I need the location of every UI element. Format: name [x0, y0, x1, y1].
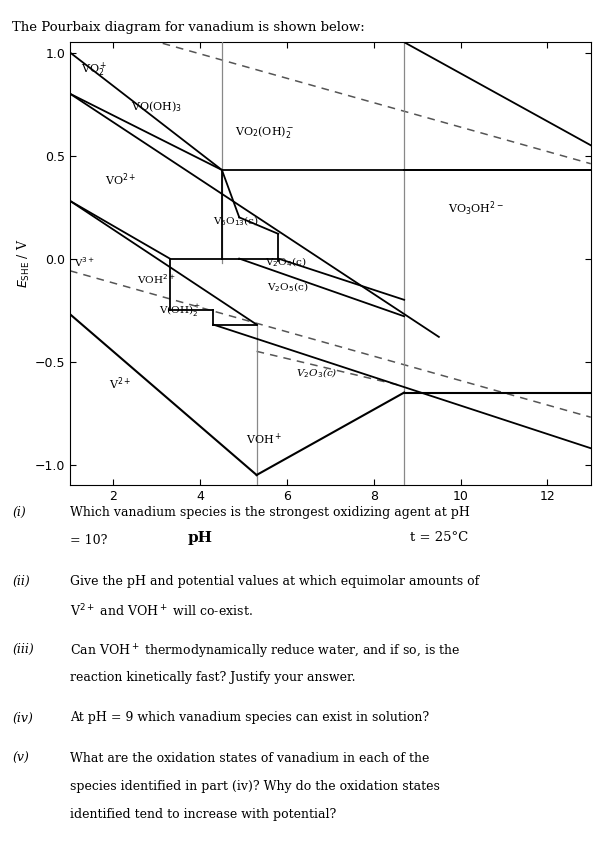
Text: identified tend to increase with potential?: identified tend to increase with potenti…: [70, 808, 336, 820]
Text: = 10?: = 10?: [70, 534, 107, 547]
Text: At pH = 9 which vanadium species can exist in solution?: At pH = 9 which vanadium species can exi…: [70, 711, 429, 724]
Text: V$^{2+}$: V$^{2+}$: [109, 376, 132, 392]
Text: pH: pH: [188, 531, 213, 544]
Text: (iv): (iv): [12, 711, 33, 724]
Text: V$_2$O$_5$(c): V$_2$O$_5$(c): [267, 281, 309, 295]
Y-axis label: $E_{\rm SHE}$ / V: $E_{\rm SHE}$ / V: [16, 239, 32, 289]
Text: VOH$^{2+}$: VOH$^{2+}$: [137, 273, 176, 286]
Text: reaction kinetically fast? Justify your answer.: reaction kinetically fast? Justify your …: [70, 671, 356, 684]
Text: VO$_2^+$: VO$_2^+$: [81, 61, 107, 79]
Text: V$^{2+}$ and VOH$^+$ will co-exist.: V$^{2+}$ and VOH$^+$ will co-exist.: [70, 603, 253, 619]
Text: (i): (i): [12, 506, 26, 519]
Text: Which vanadium species is the strongest oxidizing agent at pH: Which vanadium species is the strongest …: [70, 506, 470, 519]
Text: VOH$^+$: VOH$^+$: [246, 432, 282, 447]
Text: V$_6$O$_{13}$(c): V$_6$O$_{13}$(c): [213, 214, 259, 229]
Text: V(OH)$_2^+$: V(OH)$_2^+$: [159, 303, 201, 319]
Text: Can VOH$^+$ thermodynamically reduce water, and if so, is the: Can VOH$^+$ thermodynamically reduce wat…: [70, 643, 460, 662]
Text: t = 25°C: t = 25°C: [410, 531, 468, 544]
Text: V$_2$O$_3$(c): V$_2$O$_3$(c): [296, 366, 337, 380]
Text: (v): (v): [12, 752, 29, 765]
Text: V$_2$O$_4$(c): V$_2$O$_4$(c): [266, 255, 307, 268]
Text: species identified in part (iv)? Why do the oxidation states: species identified in part (iv)? Why do …: [70, 780, 440, 793]
Text: VO(OH)$_3$: VO(OH)$_3$: [131, 100, 182, 114]
Text: The Pourbaix diagram for vanadium is shown below:: The Pourbaix diagram for vanadium is sho…: [12, 21, 365, 34]
Text: V$^{3+}$: V$^{3+}$: [74, 255, 96, 269]
Text: (ii): (ii): [12, 575, 30, 587]
Text: (iii): (iii): [12, 643, 34, 656]
Text: What are the oxidation states of vanadium in each of the: What are the oxidation states of vanadiu…: [70, 752, 429, 765]
Text: VO$_2$(OH)$_2^-$: VO$_2$(OH)$_2^-$: [235, 124, 294, 140]
Text: Give the pH and potential values at which equimolar amounts of: Give the pH and potential values at whic…: [70, 575, 479, 587]
Text: VO$_3$OH$^{2-}$: VO$_3$OH$^{2-}$: [448, 200, 503, 219]
Text: VO$^{2+}$: VO$^{2+}$: [105, 171, 136, 188]
